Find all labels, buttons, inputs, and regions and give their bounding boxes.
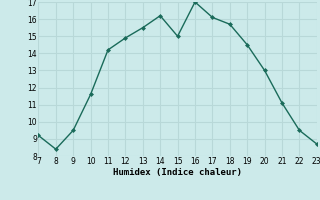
X-axis label: Humidex (Indice chaleur): Humidex (Indice chaleur): [113, 168, 242, 177]
